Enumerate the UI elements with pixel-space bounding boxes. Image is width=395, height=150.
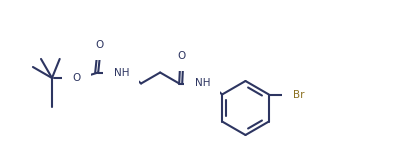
Text: Br: Br <box>293 90 305 99</box>
Text: O: O <box>95 40 103 50</box>
Text: O: O <box>177 51 185 61</box>
Text: O: O <box>72 73 80 83</box>
Text: NH: NH <box>195 78 210 88</box>
Text: NH: NH <box>113 68 129 78</box>
